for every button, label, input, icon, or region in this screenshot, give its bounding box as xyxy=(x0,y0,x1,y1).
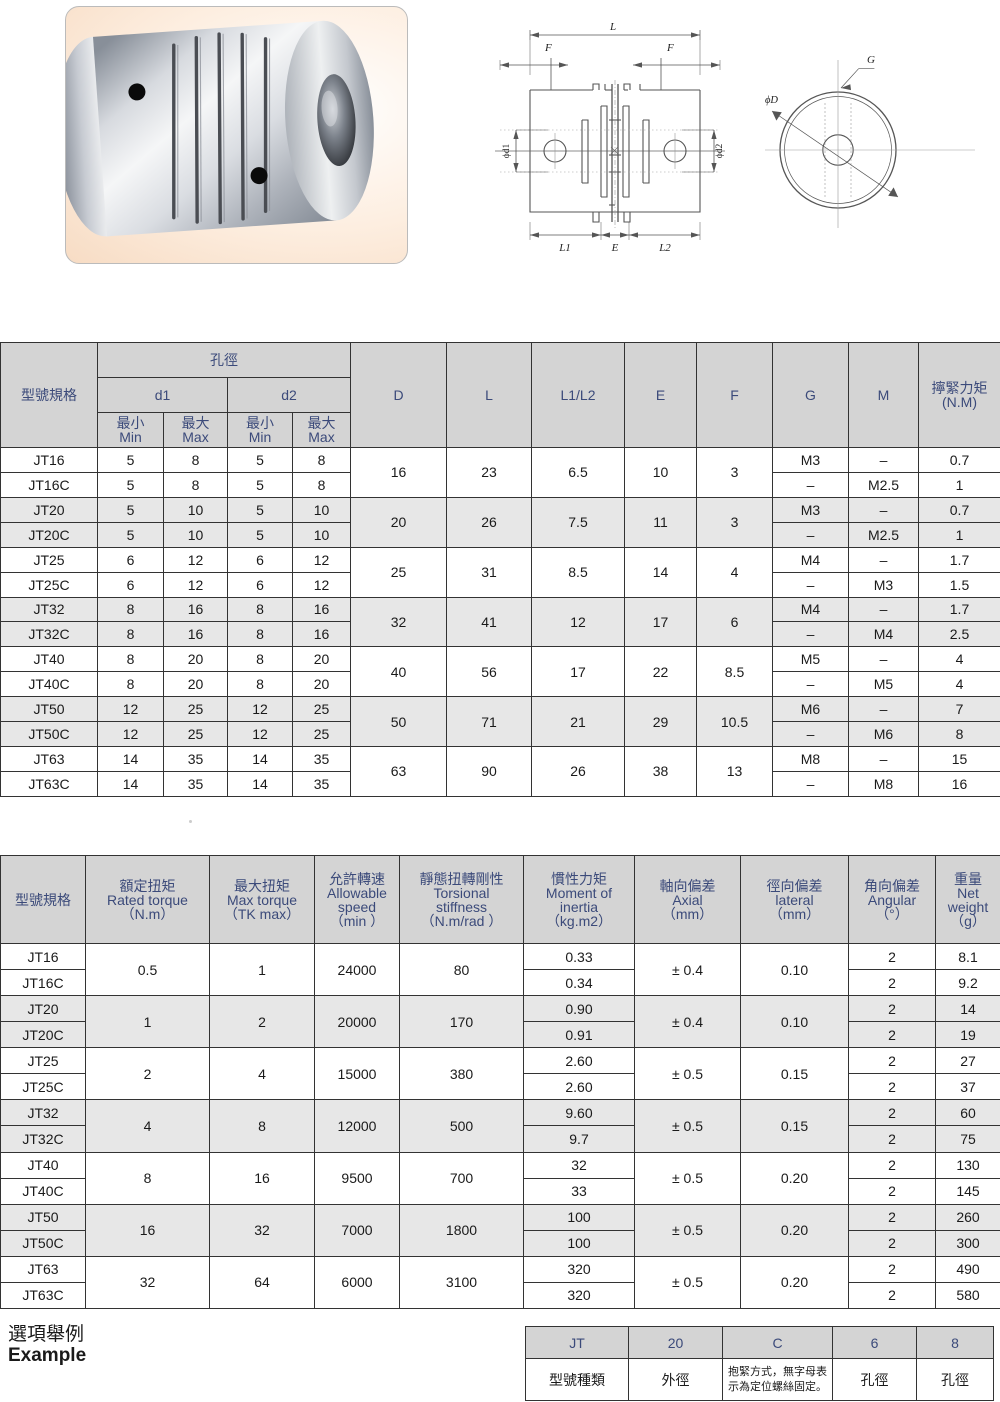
svg-text:F: F xyxy=(544,42,552,54)
svg-text:L: L xyxy=(609,21,616,33)
svg-text:G: G xyxy=(867,54,875,66)
svg-text:ϕd1: ϕd1 xyxy=(502,144,512,159)
svg-text:ϕd2: ϕd2 xyxy=(715,144,725,159)
svg-text:ϕD: ϕD xyxy=(765,95,778,106)
svg-text:L1: L1 xyxy=(558,242,571,254)
svg-text:F: F xyxy=(666,42,674,54)
svg-text:E: E xyxy=(611,242,619,254)
svg-text:L2: L2 xyxy=(658,242,671,254)
